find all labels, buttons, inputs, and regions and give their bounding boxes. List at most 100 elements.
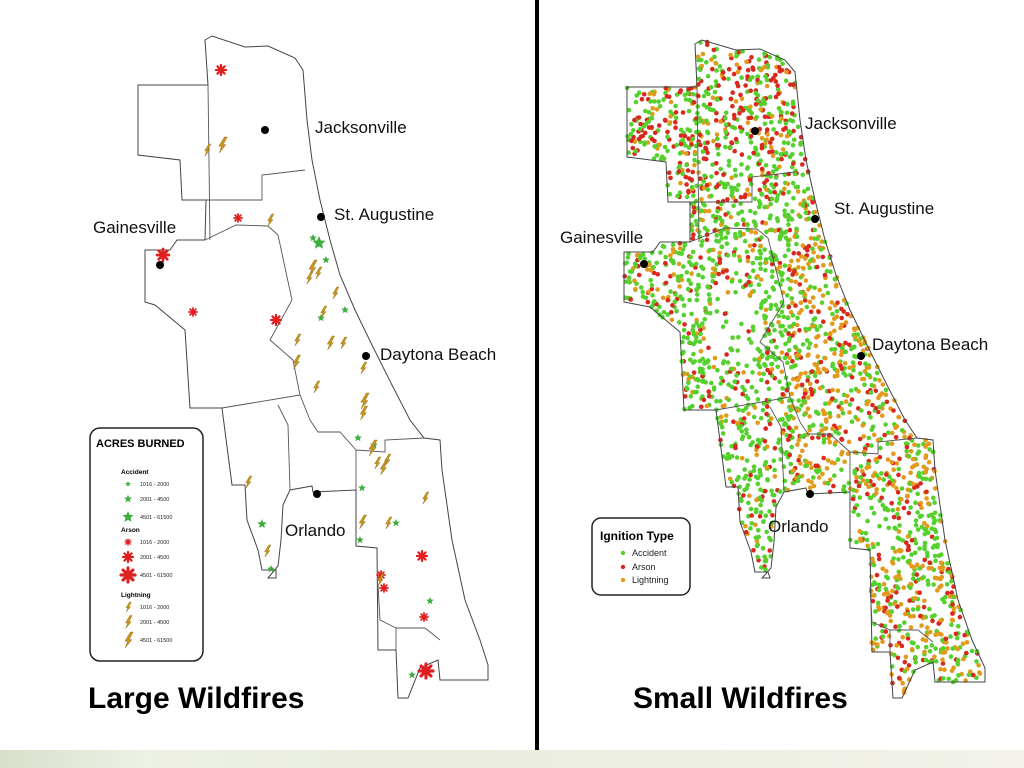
ignition-dot — [739, 498, 744, 504]
county-line — [690, 171, 796, 203]
ignition-dot — [787, 267, 792, 273]
arson-legend-label: Arson — [632, 562, 656, 572]
ignition-dot — [922, 531, 928, 537]
ignition-dot — [892, 652, 897, 658]
ignition-dot — [679, 277, 685, 283]
ignition-dot — [729, 347, 735, 353]
ignition-dot — [658, 250, 663, 255]
ignition-dot — [767, 94, 773, 100]
county-line — [205, 169, 306, 201]
ignition-dot — [665, 134, 670, 139]
ignition-dot — [663, 280, 669, 286]
ignition-dot — [758, 67, 764, 73]
ignition-dot — [760, 546, 766, 551]
ignition-dot — [974, 675, 979, 681]
ignition-dot — [650, 106, 655, 111]
county-line — [769, 406, 785, 493]
ignition-dot — [756, 534, 761, 540]
ignition-dot — [676, 251, 682, 256]
ignition-dot — [780, 277, 785, 283]
ignition-dot — [762, 438, 768, 444]
ignition-dot — [931, 582, 936, 587]
ignition-dot — [794, 241, 799, 247]
ignition-dot — [893, 575, 898, 580]
ignition-dot — [704, 182, 710, 188]
ignition-dot — [625, 255, 631, 260]
ignition-dot — [879, 495, 884, 501]
ignition-dot — [955, 646, 960, 652]
ignition-dot — [815, 354, 820, 359]
ignition-dot — [752, 210, 758, 216]
ignition-dot — [784, 202, 789, 207]
ignition-dot — [779, 309, 785, 315]
ignition-dot — [747, 493, 752, 499]
ignition-dot — [768, 255, 773, 261]
ignition-dot — [866, 484, 871, 490]
ignition-dot — [786, 247, 791, 253]
daytona-label: Daytona Beach — [380, 345, 496, 364]
jacksonville-label: Jacksonville — [805, 114, 897, 133]
ignition-dot — [922, 520, 927, 526]
ignition-dot — [917, 566, 922, 571]
ignition-dot — [930, 618, 935, 624]
ignition-dot — [707, 298, 712, 304]
lightning-bolt-icon — [245, 475, 253, 489]
ignition-dot — [732, 148, 737, 154]
ignition-dot — [704, 310, 709, 315]
ignition-dot — [758, 80, 763, 85]
ignition-dot — [627, 269, 633, 274]
ignition-dot — [803, 370, 808, 376]
ignition-dot — [774, 150, 779, 155]
ignition-dot — [800, 172, 806, 178]
legend-range-label: 1016 - 2000 — [140, 482, 169, 488]
ignition-dot — [697, 115, 702, 121]
ignition-dot — [884, 568, 889, 574]
ignition-dot — [700, 379, 705, 384]
ignition-dot — [697, 366, 703, 371]
ignition-dot — [907, 481, 912, 487]
ignition-dot — [873, 406, 879, 411]
ignition-dot — [651, 91, 657, 97]
ignition-dot — [714, 132, 720, 137]
ignition-dot — [758, 107, 764, 112]
ignition-dot — [754, 539, 760, 544]
ignition-dot — [770, 153, 776, 159]
ignition-dot — [667, 191, 673, 197]
ignition-dot — [740, 384, 745, 390]
ignition-dot — [845, 393, 850, 399]
ignition-dot — [733, 445, 738, 451]
ignition-dot — [812, 373, 818, 379]
ignition-dot — [885, 598, 890, 603]
ignition-dot — [758, 158, 763, 163]
ignition-dot — [762, 362, 767, 367]
ignition-dot — [834, 282, 839, 288]
ignition-dot — [806, 395, 811, 400]
jacksonville-label: Jacksonville — [315, 118, 407, 137]
ignition-dot — [795, 258, 801, 263]
ignition-dot — [921, 574, 926, 580]
ignition-dot — [753, 223, 758, 228]
ignition-dot — [633, 148, 638, 154]
ignition-dot — [718, 381, 723, 386]
ignition-dot — [737, 278, 743, 284]
ignition-dot — [943, 594, 948, 600]
ignition-dot — [943, 636, 949, 642]
ignition-dot — [691, 323, 696, 329]
ignition-dot — [924, 523, 930, 529]
ignition-dot — [777, 379, 782, 385]
ignition-dot — [950, 646, 956, 651]
ignition-dot — [771, 164, 777, 169]
ignition-dot — [783, 150, 789, 156]
ignition-dot — [765, 132, 770, 137]
ignition-dot — [890, 545, 896, 551]
accident-star-icon — [312, 236, 326, 249]
ignition-dot — [692, 149, 698, 155]
ignition-dot — [785, 101, 790, 107]
ignition-dot — [731, 419, 736, 425]
ignition-dot — [696, 66, 702, 71]
ignition-dot — [895, 512, 900, 517]
ignition-dot — [651, 270, 657, 276]
fire-symbols — [155, 63, 435, 680]
ignition-dot — [663, 118, 668, 123]
county-line — [269, 299, 311, 421]
